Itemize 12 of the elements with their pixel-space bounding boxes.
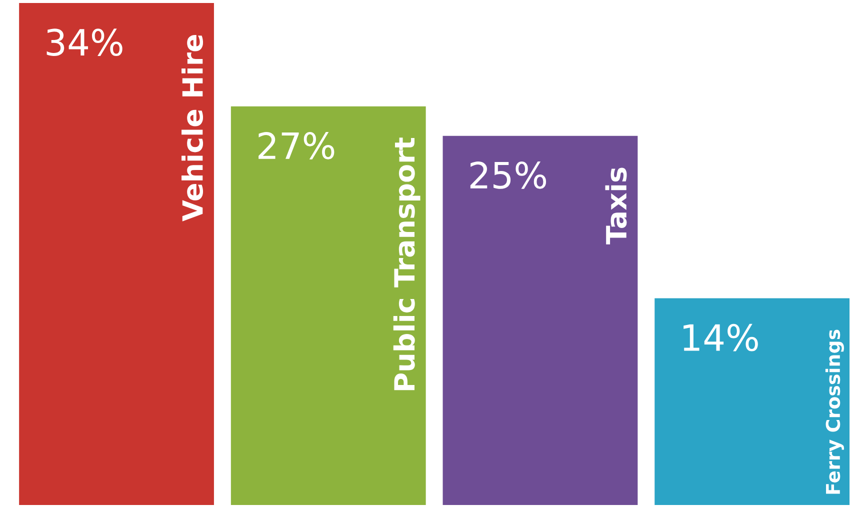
data-label: 27% — [258, 132, 334, 160]
bar — [230, 106, 426, 505]
data-label: 14% — [684, 324, 758, 352]
x-tick-label: Taxis — [605, 168, 627, 244]
x-tick-label: Ferry Crossings — [825, 330, 844, 494]
data-label: 25% — [470, 162, 546, 189]
data-label: 34% — [46, 28, 122, 56]
bar — [19, 3, 214, 505]
bar — [654, 298, 850, 505]
x-tick-label: Vehicle Hire — [182, 34, 204, 222]
bar — [442, 136, 638, 505]
x-tick-label: Public Transport — [393, 138, 420, 390]
